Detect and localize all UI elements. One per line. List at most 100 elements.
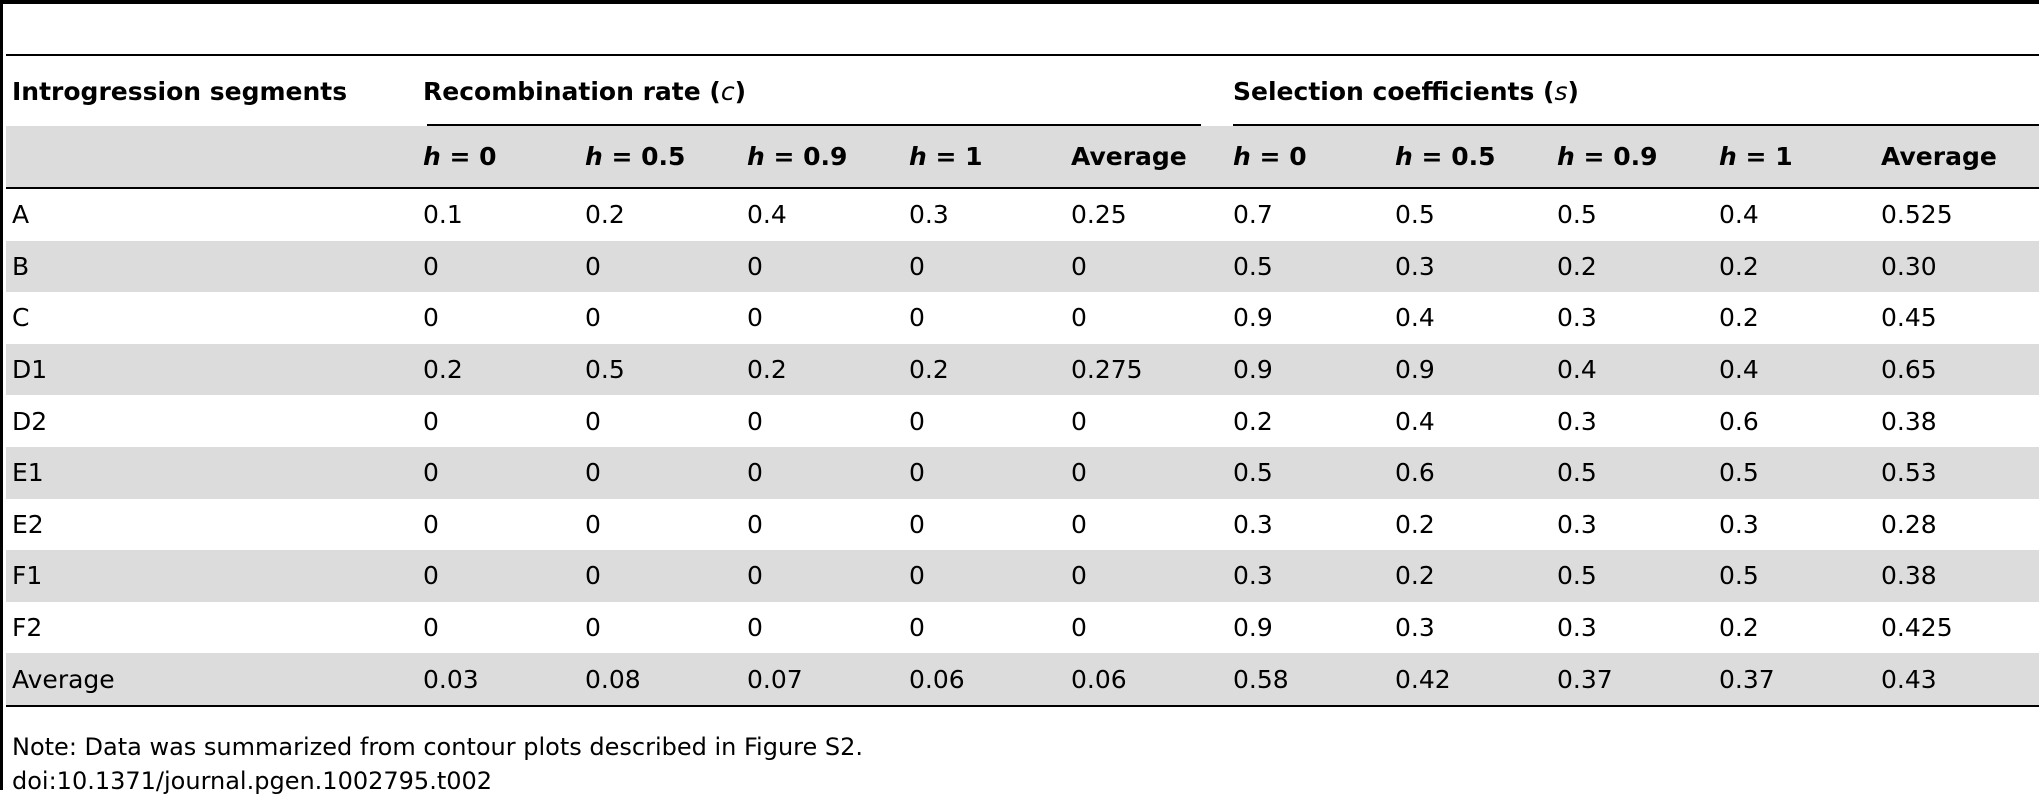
table-cell: 0.07	[741, 653, 903, 706]
table-cell: 0.525	[1881, 200, 1953, 230]
table-doi: doi:10.1371/journal.pgen.1002795.t002	[12, 767, 493, 795]
table-cell: 0.5	[1395, 200, 1435, 230]
table-cell: 0	[579, 446, 741, 499]
table-cell: 0.3	[1557, 509, 1597, 539]
table-cell: 0.2	[417, 343, 579, 396]
subheader-label: = 1	[926, 142, 983, 171]
subheader-label: = 0	[1250, 142, 1307, 171]
subheader-label: = 0	[440, 142, 497, 171]
group-close: )	[1567, 76, 1579, 106]
table-cell: 0.2	[1713, 240, 1876, 293]
table-row: Average 0.03 0.08 0.07 0.06 0.06 0.58 0.42 0.37 0…	[6, 653, 2039, 706]
group-symbol: c	[720, 76, 735, 106]
table-cell: 0.4	[747, 200, 787, 230]
table-cell: 0	[747, 406, 763, 436]
table-cell: 0	[585, 613, 601, 643]
table-cell: 0.3	[1233, 509, 1273, 539]
subheader-variable: h	[585, 142, 603, 171]
table-cell: 0	[585, 303, 601, 333]
subheader-cell: h = 0.9	[1551, 126, 1714, 188]
table-cell: 0.2	[741, 343, 903, 396]
table-cell: 0.37	[1551, 653, 1714, 706]
group-label: Selection coefficients (	[1233, 76, 1555, 106]
table-row: B 0 0 0 0 0 0.5 0.3 0.2 0.2 0.30	[6, 240, 2039, 293]
subheader-cell: h = 1	[1713, 126, 1876, 188]
table-cell: 0.4	[1395, 406, 1435, 436]
table-cell: 0.06	[1065, 653, 1228, 706]
subheader-blank	[6, 126, 417, 188]
table-cell: 0.5	[1713, 550, 1876, 602]
subheader-label: Average	[1881, 142, 1997, 171]
table-cell: 0	[741, 240, 903, 293]
table-cell: 0.06	[903, 653, 1065, 706]
table-cell: 0	[909, 406, 925, 436]
table-cell: 0	[585, 509, 601, 539]
table-cell: 0.4	[1719, 200, 1759, 230]
table-cell: 0.25	[1071, 200, 1127, 230]
table-cell: 0.43	[1875, 653, 2039, 706]
table-cell: 0.3	[1557, 613, 1597, 643]
subheader-variable: h	[1233, 142, 1251, 171]
row-label: D2	[12, 406, 48, 436]
table-cell: 0	[417, 240, 579, 293]
table-cell: 0	[423, 303, 439, 333]
table-cell: 0.30	[1875, 240, 2039, 293]
table-cell: 0.2	[903, 343, 1065, 396]
table-cell: 0.5	[1713, 446, 1876, 499]
subheader-cell: h = 0	[1227, 126, 1390, 188]
table-cell: 0.08	[579, 653, 741, 706]
table-cell: 0.2	[1551, 240, 1714, 293]
subheader-cell: h = 1	[903, 126, 1065, 188]
table-body: A 0.1 0.2 0.4 0.3 0.25 0.7 0.5 0.5 0.4 0.525 B 0 0 0 0 0…	[6, 188, 2039, 706]
left-rule	[0, 0, 3, 790]
table-cell: 0.2	[1389, 550, 1552, 602]
subheader-label: = 1	[1736, 142, 1793, 171]
table-cell: 0.28	[1881, 509, 1937, 539]
row-label: Average	[6, 653, 417, 706]
table-cell: 0.2	[1719, 303, 1759, 333]
subheader-variable: h	[1719, 142, 1737, 171]
table-cell: 0.9	[1227, 343, 1390, 396]
subheader-cell: h = 0.5	[579, 126, 741, 188]
table-cell: 0.5	[579, 343, 741, 396]
subheader-cell: h = 0.5	[1389, 126, 1552, 188]
table-cell: 0.03	[417, 653, 579, 706]
table-cell: 0.42	[1389, 653, 1552, 706]
table-cell: 0	[423, 613, 439, 643]
table-cell: 0.37	[1713, 653, 1876, 706]
table-cell: 0.53	[1875, 446, 2039, 499]
table-cell: 0.4	[1395, 303, 1435, 333]
table-cell: 0.38	[1875, 550, 2039, 602]
table-cell: 0	[417, 446, 579, 499]
row-label: C	[12, 303, 30, 333]
table-cell: 0.38	[1881, 406, 1937, 436]
table-cell: 0.5	[1557, 200, 1597, 230]
table-cell: 0.4	[1551, 343, 1714, 396]
subheader-variable: h	[423, 142, 441, 171]
table-cell: 0	[585, 406, 601, 436]
group-close: )	[734, 76, 747, 106]
table-cell: 0.6	[1389, 446, 1552, 499]
table-cell: 0	[423, 509, 439, 539]
table-cell: 0.4	[1713, 343, 1876, 396]
table-row: E1 0 0 0 0 0 0.5 0.6 0.5 0.5 0.53	[6, 446, 2039, 499]
table-cell: 0	[909, 613, 925, 643]
table-cell: 0	[903, 550, 1065, 602]
table-cell: 0	[747, 509, 763, 539]
group-label: Recombination rate (	[423, 76, 721, 106]
table-cell: 0	[579, 550, 741, 602]
subheader-cell: Average	[1875, 126, 2039, 188]
subheader-label: = 0.5	[1412, 142, 1496, 171]
subheader-label: = 0.5	[602, 142, 686, 171]
subheader-variable: h	[1395, 142, 1413, 171]
table-cell: 0.2	[1719, 613, 1759, 643]
table-cell: 0.5	[1551, 446, 1714, 499]
table-cell: 0.3	[1719, 509, 1759, 539]
table-cell: 0	[903, 446, 1065, 499]
table-cell: 0.65	[1875, 343, 2039, 396]
row-label: E1	[6, 446, 417, 499]
subheader-label: = 0.9	[764, 142, 848, 171]
table-cell: 0.425	[1881, 613, 1953, 643]
group-header-row: Introgression segments Recombination rat…	[6, 55, 2039, 126]
table-cell: 0.9	[1233, 303, 1273, 333]
